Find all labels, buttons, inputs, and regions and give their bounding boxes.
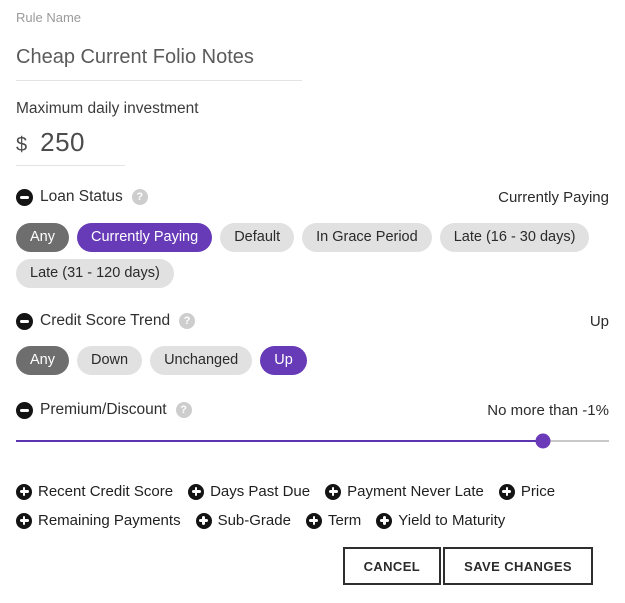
chip-currently-paying[interactable]: Currently Paying: [77, 223, 213, 252]
chip-late-31-120-days[interactable]: Late (31 - 120 days): [16, 259, 174, 288]
slider-thumb[interactable]: [535, 433, 551, 449]
remove-criterion-icon[interactable]: [16, 188, 33, 206]
chip-default[interactable]: Default: [220, 223, 295, 252]
add-criterion-label: Term: [327, 512, 362, 529]
plus-icon: [188, 483, 205, 500]
add-criterion-label: Recent Credit Score: [38, 483, 174, 500]
section-credit-score-trend-header: Credit Score Trend ? Up: [16, 312, 609, 330]
plus-icon: [325, 483, 342, 500]
plus-icon: [305, 512, 322, 529]
add-criterion-term[interactable]: Term: [305, 512, 362, 529]
add-criterion-payment-never-late[interactable]: Payment Never Late: [325, 483, 484, 500]
add-criterion-label: Payment Never Late: [347, 483, 484, 500]
section-title-loan-status: Loan Status: [40, 188, 123, 205]
remove-criterion-icon[interactable]: [16, 401, 33, 419]
section-title-credit-score-trend: Credit Score Trend: [40, 312, 171, 329]
action-bar: CANCEL SAVE CHANGES: [16, 547, 593, 585]
chip-any[interactable]: Any: [16, 223, 69, 252]
add-criterion-label: Remaining Payments: [38, 512, 181, 529]
section-loan-status-header: Loan Status ? Currently Paying: [16, 188, 609, 206]
add-criterion-label: Yield to Maturity: [398, 512, 506, 529]
remove-criterion-icon[interactable]: [16, 312, 33, 330]
premium-discount-slider[interactable]: [16, 433, 609, 449]
chip-late-16-30-days[interactable]: Late (16 - 30 days): [439, 223, 590, 252]
section-premium-discount-header: Premium/Discount ? No more than -1%: [16, 401, 609, 419]
add-criterion-days-past-due[interactable]: Days Past Due: [188, 483, 310, 500]
rule-name-label: Rule Name: [16, 10, 82, 25]
chip-in-grace-period[interactable]: In Grace Period: [302, 223, 432, 252]
plus-icon: [16, 483, 32, 500]
plus-icon: [16, 512, 32, 529]
help-icon[interactable]: ?: [179, 313, 196, 329]
credit-score-trend-summary: Up: [589, 312, 609, 330]
section-title-premium-discount: Premium/Discount: [40, 401, 167, 418]
add-criterion-label: Sub-Grade: [217, 512, 291, 529]
plus-icon: [376, 512, 393, 529]
credit-score-trend-chips: Any Down Unchanged Up: [16, 346, 609, 375]
add-criteria-row-2: Remaining Payments Sub-Grade Term Yield to …: [16, 512, 609, 529]
loan-status-chips: Any Currently Paying Default In Grace Perio…: [16, 223, 609, 288]
rule-name-input[interactable]: Cheap Current Folio Notes: [16, 46, 302, 81]
help-icon[interactable]: ?: [175, 402, 192, 418]
save-changes-button[interactable]: SAVE CHANGES: [443, 547, 593, 585]
currency-symbol: $: [16, 134, 28, 156]
add-criterion-sub-grade[interactable]: Sub-Grade: [195, 512, 291, 529]
add-criterion-remaining-payments[interactable]: Remaining Payments: [16, 512, 181, 529]
plus-icon: [498, 483, 515, 500]
chip-up[interactable]: Up: [260, 346, 307, 375]
max-investment-value: 250: [40, 127, 86, 157]
premium-discount-summary: No more than -1%: [487, 401, 609, 419]
add-criterion-recent-credit-score[interactable]: Recent Credit Score: [16, 483, 173, 500]
add-criterion-price[interactable]: Price: [498, 483, 556, 500]
cancel-button[interactable]: CANCEL: [342, 547, 442, 585]
chip-any[interactable]: Any: [16, 346, 69, 375]
add-criterion-label: Days Past Due: [210, 483, 311, 500]
help-icon[interactable]: ?: [131, 189, 148, 205]
max-investment-label: Maximum daily investment: [16, 100, 199, 117]
chip-down[interactable]: Down: [77, 346, 143, 375]
slider-fill: [16, 440, 543, 442]
max-investment-input[interactable]: $ 250: [16, 127, 125, 166]
plus-icon: [195, 512, 212, 529]
add-criterion-yield-to-maturity[interactable]: Yield to Maturity: [376, 512, 505, 529]
chip-unchanged[interactable]: Unchanged: [150, 346, 253, 375]
loan-status-summary: Currently Paying: [498, 188, 609, 206]
add-criterion-label: Price: [520, 483, 556, 500]
add-criteria-row-1: Recent Credit Score Days Past Due Payment …: [16, 483, 609, 500]
